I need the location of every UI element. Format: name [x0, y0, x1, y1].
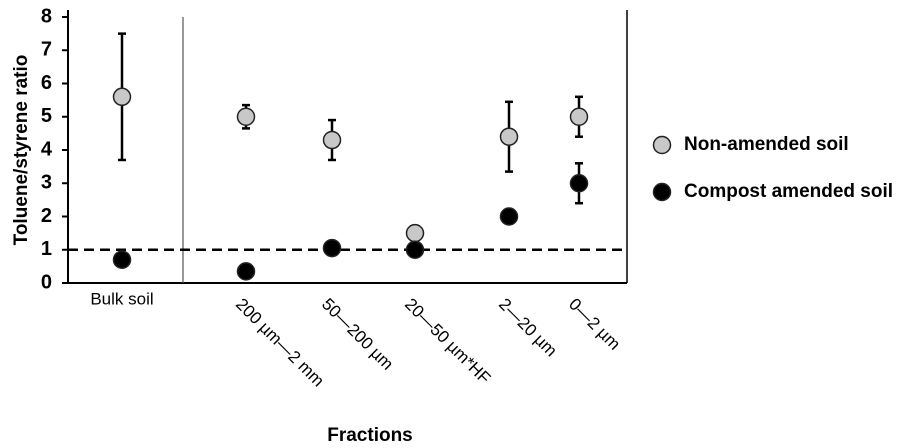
legend-label: Compost amended soil — [684, 181, 893, 202]
y-tick-label: 1 — [41, 238, 52, 260]
point — [236, 107, 256, 126]
x-tick-label: Bulk soil — [90, 289, 153, 308]
legend-marker — [652, 182, 672, 202]
point — [405, 240, 425, 259]
point — [322, 130, 342, 150]
point — [322, 238, 342, 258]
point — [499, 207, 519, 226]
point — [569, 107, 589, 126]
y-axis-label: Toluene/styrene ratio — [11, 55, 32, 246]
y-tick-label: 6 — [41, 72, 52, 94]
y-tick-label: 4 — [41, 138, 53, 160]
point — [569, 174, 589, 193]
y-tick-label: 0 — [41, 271, 52, 293]
y-tick-label: 8 — [41, 5, 52, 27]
y-tick-label: 3 — [41, 172, 52, 194]
point — [499, 127, 519, 146]
y-tick-label: 2 — [41, 205, 52, 227]
point — [112, 87, 132, 107]
point — [112, 250, 132, 269]
x-tick-label: 20—50 µm*HF — [401, 295, 494, 388]
x-tick-label: 0—2 µm — [565, 295, 624, 354]
point — [405, 223, 425, 243]
y-tick-label: 7 — [41, 39, 52, 61]
x-tick-label: 200 µm—2 mm — [232, 295, 328, 391]
x-tick-label: 2—20 µm — [495, 295, 561, 361]
x-axis-label: Fractions — [327, 425, 413, 446]
y-tick-label: 5 — [41, 105, 52, 127]
point — [236, 262, 256, 281]
x-tick-label: 50—200 µm — [318, 295, 397, 374]
legend-marker — [652, 135, 672, 155]
legend-label: Non-amended soil — [684, 134, 849, 155]
